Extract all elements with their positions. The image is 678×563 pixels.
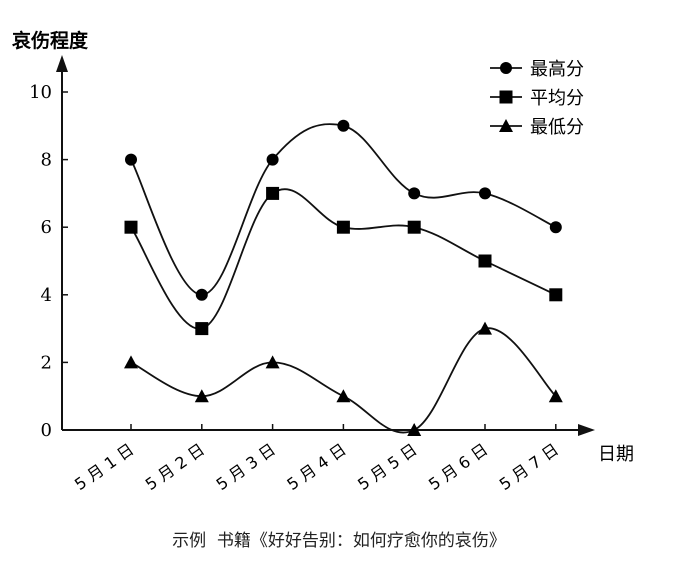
circle-marker-icon <box>125 153 137 166</box>
triangle-marker-icon <box>336 389 351 403</box>
square-marker-icon <box>195 322 209 336</box>
legend-label: 最高分 <box>530 59 584 80</box>
square-marker-icon <box>478 254 492 268</box>
square-marker-icon <box>407 220 421 234</box>
x-tick-label: 5 月 2 日 <box>142 440 208 494</box>
legend-triangle-icon <box>499 119 513 132</box>
x-tick-label: 5 月 7 日 <box>496 440 562 494</box>
circle-marker-icon <box>479 187 491 200</box>
x-axis-arrow-icon <box>578 424 595 436</box>
legend-label: 最低分 <box>530 117 584 138</box>
series-triangle <box>124 321 563 436</box>
circle-marker-icon <box>408 187 421 200</box>
axes <box>56 55 595 436</box>
y-tick-label: 6 <box>41 217 52 238</box>
y-axis-title: 哀伤程度 <box>12 29 89 52</box>
square-marker-icon <box>549 288 563 302</box>
triangle-marker-icon <box>194 389 209 403</box>
y-axis-arrow-icon <box>56 55 68 72</box>
figure-caption: 示例 书籍《好好告别：如何疗愈你的哀伤》 <box>0 526 678 551</box>
legend-label: 平均分 <box>530 88 584 109</box>
triangle-marker-icon <box>407 423 422 436</box>
circle-marker-icon <box>337 119 350 132</box>
y-tick-label: 8 <box>41 150 52 171</box>
legend-square-icon <box>499 90 513 104</box>
x-tick-label: 5 月 3 日 <box>213 440 279 494</box>
y-tick-label: 2 <box>41 352 52 373</box>
legend-circle-icon <box>500 62 512 74</box>
triangle-marker-icon <box>124 355 138 369</box>
y-tick-label: 0 <box>41 420 52 441</box>
circle-marker-icon <box>195 288 208 301</box>
x-tick-label: 5 月 5 日 <box>354 440 420 494</box>
square-marker-icon <box>336 220 350 234</box>
y-tick-label: 10 <box>29 82 52 103</box>
caption-prefix: 示例 <box>172 531 207 551</box>
circle-marker-icon <box>266 153 279 166</box>
x-axis-title: 日期 <box>598 444 634 465</box>
square-marker-icon <box>266 186 280 200</box>
circle-marker-icon <box>549 221 562 234</box>
series-circle <box>125 119 562 301</box>
triangle-marker-icon <box>548 389 563 403</box>
x-tick-label: 5 月 1 日 <box>71 440 137 494</box>
square-marker-icon <box>124 220 138 234</box>
y-tick-label: 4 <box>41 285 52 306</box>
caption-text: 书籍《好好告别：如何疗愈你的哀伤》 <box>216 531 506 551</box>
data-series <box>124 119 563 436</box>
y-axis-ticks: 0 2 4 6 8 10 <box>29 82 68 441</box>
triangle-marker-icon <box>265 355 280 369</box>
triangle-marker-icon <box>478 321 492 335</box>
series-square <box>124 186 563 336</box>
x-tick-label: 5 月 4 日 <box>283 440 349 494</box>
x-tick-label: 5 月 6 日 <box>425 440 491 494</box>
